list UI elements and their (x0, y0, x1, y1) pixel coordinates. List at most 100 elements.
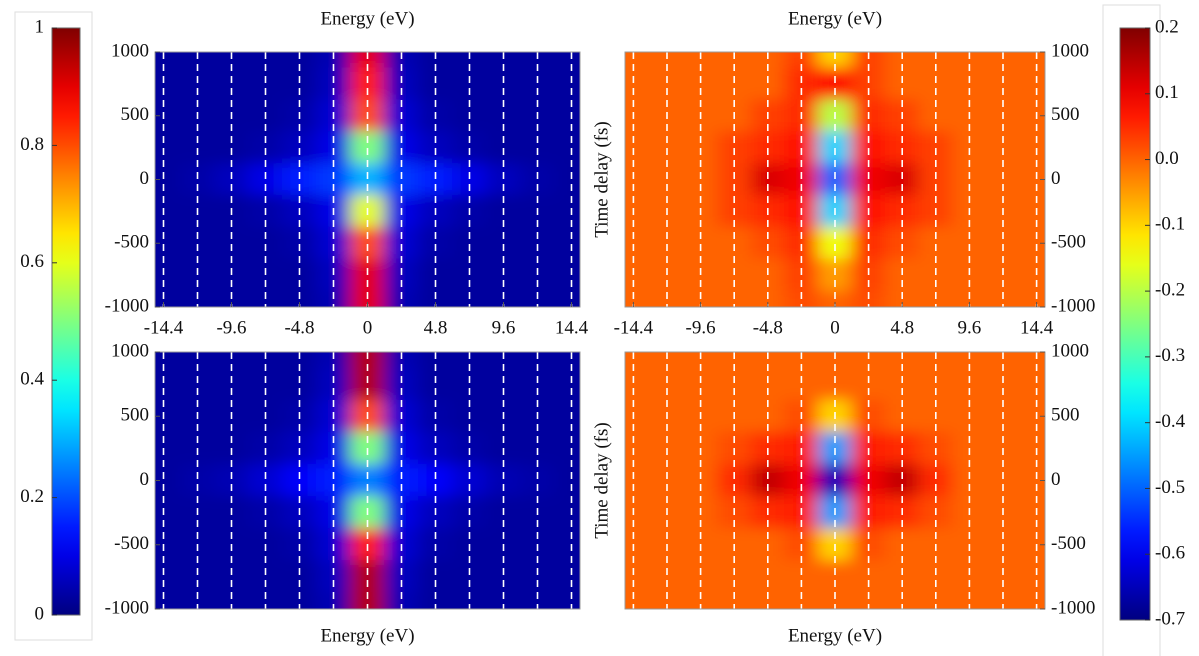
heatmap-cell (817, 463, 853, 498)
heatmap-cell (316, 560, 351, 594)
heatmap-cell (918, 592, 954, 609)
heatmap-cell (649, 560, 685, 594)
y-tick-label: 1000 (1051, 40, 1089, 61)
heatmap-cell (851, 463, 886, 498)
heatmap-cell (486, 463, 521, 498)
heatmap-cell (884, 367, 920, 401)
heatmap-cell (520, 226, 555, 260)
colorbar-tick-label: 0.0 (1155, 148, 1179, 169)
heatmap (625, 52, 1045, 307)
heatmap-cell (418, 52, 453, 69)
heatmap-cell (851, 226, 886, 260)
heatmap-cell (486, 592, 521, 609)
heatmap-cell (716, 560, 752, 594)
heatmap-cell (180, 352, 215, 369)
heatmap-cell (554, 399, 580, 433)
heatmap-cell (985, 226, 1021, 260)
heatmap-cell (683, 352, 718, 369)
heatmap-cell (784, 163, 819, 196)
heatmap-cell (316, 463, 351, 498)
heatmap-cell (649, 367, 685, 401)
y-tick-label: -500 (114, 533, 149, 554)
heatmap-cell (350, 560, 385, 594)
heatmap-cell (625, 290, 651, 307)
heatmap-cell (817, 67, 853, 101)
heatmap-cell (248, 52, 283, 69)
colorbar-tick-label: -0.6 (1155, 543, 1185, 564)
y-tick-label: -1000 (1051, 597, 1095, 618)
heatmap-cell (1019, 290, 1045, 307)
heatmap-cell (282, 52, 317, 69)
heatmap-cell (918, 67, 954, 101)
x-tick-label: -4.8 (284, 317, 314, 338)
heatmap-cell (750, 163, 786, 196)
heatmap-cell (155, 560, 181, 594)
heatmap-cell (649, 463, 685, 498)
colorbar-tick-label: 0.2 (1155, 16, 1179, 37)
heatmap-cell (985, 367, 1021, 401)
heatmap-cell (486, 352, 521, 369)
heatmap-cell (350, 163, 385, 196)
heatmap-cell (625, 67, 651, 101)
y-axis-label: Time delay (fs) (591, 422, 612, 538)
heatmap-cell (625, 463, 651, 498)
heatmap-cell (214, 352, 249, 369)
heatmap-cell (180, 592, 215, 609)
heatmap-cell (350, 52, 385, 69)
heatmap-cell (155, 463, 181, 498)
heatmap-cell (214, 226, 249, 260)
heatmap-cell (625, 163, 651, 196)
heatmap-cell (384, 226, 419, 260)
heatmap-cell (625, 352, 651, 369)
heatmap-cell (851, 367, 886, 401)
heatmap-cell (180, 560, 215, 594)
colorbar-tick-label: 0.8 (20, 134, 44, 155)
heatmap-cell (214, 560, 249, 594)
heatmap-cell (985, 67, 1021, 101)
x-axis-label: Energy (eV) (788, 8, 882, 29)
heatmap-cell (716, 52, 752, 69)
heatmap-cell (282, 163, 317, 196)
heatmap-cell (625, 367, 651, 401)
heatmap-cell (155, 194, 181, 228)
colorbar-tick-label: -0.7 (1155, 608, 1185, 629)
heatmap-cell (248, 367, 283, 401)
heatmap-cell (851, 52, 886, 69)
heatmap-cell (554, 496, 580, 530)
heatmap-cell (1019, 592, 1045, 609)
heatmap-cell (884, 592, 920, 609)
heatmap-cell (214, 592, 249, 609)
heatmap-cell (784, 560, 819, 594)
heatmap-cell (750, 352, 786, 369)
heatmap-cell (918, 163, 954, 196)
heatmap-cell (1019, 463, 1045, 498)
x-tick-label: -9.6 (686, 317, 716, 338)
colorbar-tick-label: -0.4 (1155, 411, 1186, 432)
heatmap-cell (520, 463, 555, 498)
heatmap-cell (952, 52, 987, 69)
heatmap-cell (282, 560, 317, 594)
y-tick-label: 1000 (1051, 340, 1089, 361)
heatmap-cell (554, 226, 580, 260)
heatmap-cell (384, 367, 419, 401)
heatmap-cell (985, 52, 1021, 69)
heatmap-cell (155, 226, 181, 260)
heatmap-cell (384, 163, 419, 196)
y-tick-label: -1000 (105, 295, 149, 316)
colorbar-tick-label: -0.1 (1155, 214, 1185, 235)
heatmap-cell (418, 592, 453, 609)
heatmap-cell (625, 258, 651, 292)
heatmap-cell (716, 352, 752, 369)
heatmap-cell (683, 592, 718, 609)
heatmap-cell (918, 463, 954, 498)
heatmap-cell (316, 52, 351, 69)
heatmap-cell (750, 592, 786, 609)
heatmap-cell (716, 226, 752, 260)
y-tick-label: 0 (1051, 469, 1061, 490)
heatmap-cell (316, 226, 351, 260)
heatmap-cell (520, 52, 555, 69)
heatmap-cell (350, 592, 385, 609)
heatmap-cell (520, 367, 555, 401)
heatmap-cell (884, 560, 920, 594)
heatmap-cell (625, 226, 651, 260)
